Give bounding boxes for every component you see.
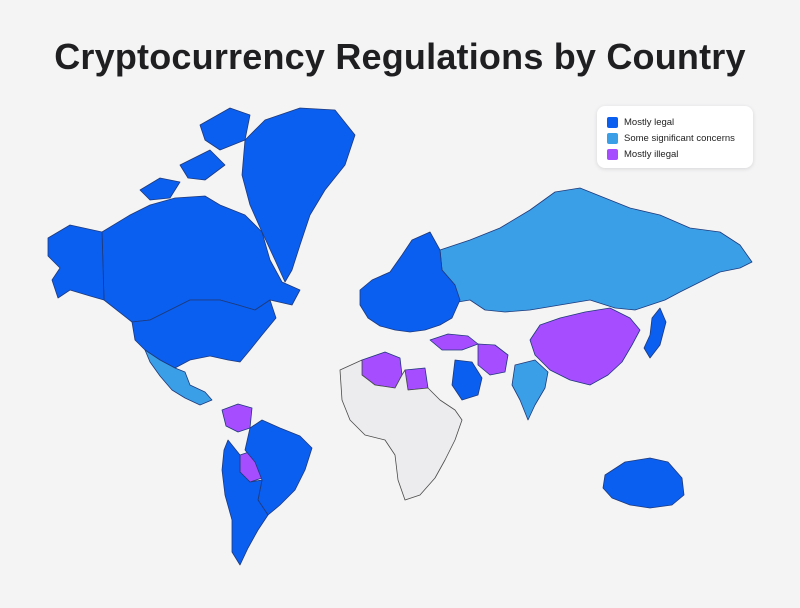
legend-label-legal: Mostly legal <box>624 116 675 128</box>
region-turkey <box>429 333 479 351</box>
region-iran <box>477 343 509 376</box>
region-greenland <box>241 107 356 283</box>
map-legend: Mostly legal Some significant concerns M… <box>597 106 753 168</box>
region-saudi-arabia <box>451 359 483 401</box>
region-alaska <box>47 224 105 301</box>
region-russia <box>439 187 753 313</box>
region-india <box>511 359 549 421</box>
legend-item-concerns: Some significant concerns <box>607 130 753 146</box>
region-canada <box>101 107 301 323</box>
legend-label-illegal: Mostly illegal <box>624 148 679 160</box>
map-title: Cryptocurrency Regulations by Country <box>54 36 746 77</box>
legend-item-legal: Mostly legal <box>607 114 753 130</box>
region-venezuela <box>221 403 253 433</box>
region-africa-rest <box>339 359 463 501</box>
region-japan <box>643 307 667 359</box>
region-europe <box>359 231 461 333</box>
legend-swatch-concerns <box>607 132 618 144</box>
region-brazil <box>244 419 313 516</box>
region-australia <box>602 457 685 509</box>
region-mexico <box>144 349 213 406</box>
region-china <box>529 307 641 386</box>
legend-item-illegal: Mostly illegal <box>607 146 753 162</box>
region-argentina <box>221 439 269 566</box>
legend-swatch-illegal <box>607 148 618 160</box>
region-egypt <box>404 367 429 391</box>
legend-swatch-legal <box>607 116 618 128</box>
legend-label-concerns: Some significant concerns <box>624 132 735 144</box>
